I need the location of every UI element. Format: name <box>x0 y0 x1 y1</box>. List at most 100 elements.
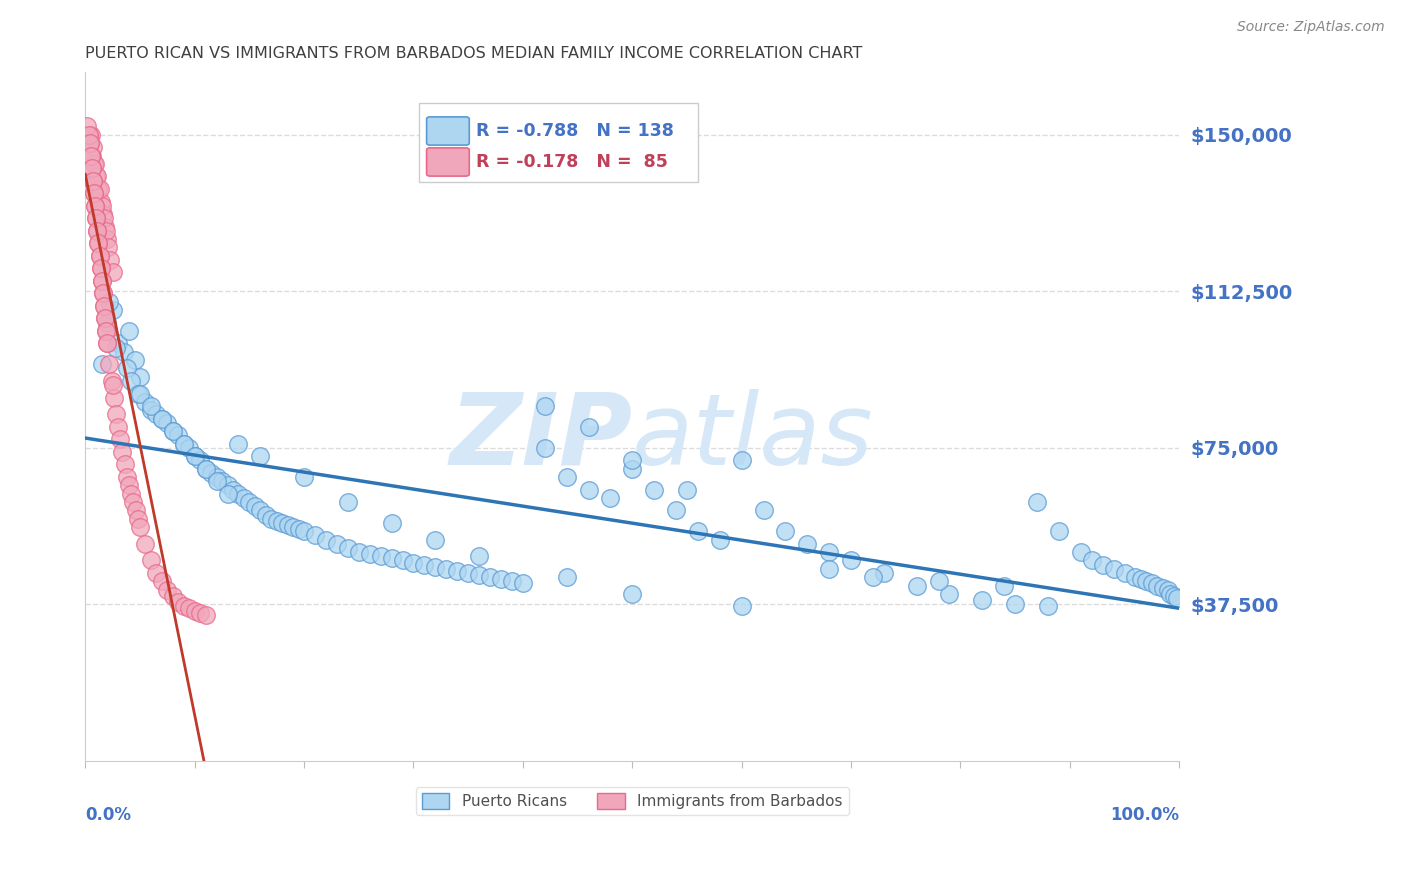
Point <box>194 461 217 475</box>
Point <box>124 503 146 517</box>
Point <box>468 568 491 582</box>
Point <box>578 420 600 434</box>
Point <box>434 562 457 576</box>
Point <box>112 344 135 359</box>
Point <box>84 211 107 226</box>
Point <box>96 336 118 351</box>
Point <box>752 503 775 517</box>
Point <box>676 483 699 497</box>
Point <box>315 533 337 547</box>
Point <box>183 449 205 463</box>
Point <box>107 420 129 434</box>
Point <box>211 474 233 488</box>
Point <box>205 470 228 484</box>
Point <box>145 566 167 580</box>
Point <box>89 249 111 263</box>
Point <box>122 495 145 509</box>
Point <box>84 157 107 171</box>
Text: ZIP: ZIP <box>450 389 633 485</box>
Point <box>96 336 118 351</box>
Point <box>89 182 111 196</box>
Point <box>173 599 195 614</box>
Point <box>277 518 299 533</box>
Point <box>115 470 138 484</box>
Point <box>150 411 173 425</box>
Point <box>90 261 112 276</box>
Point <box>101 303 124 318</box>
Point <box>134 395 156 409</box>
Point <box>87 182 110 196</box>
Point <box>100 374 122 388</box>
Point <box>83 186 105 201</box>
Point <box>457 566 479 580</box>
Point <box>326 537 349 551</box>
Point <box>139 399 162 413</box>
Point <box>80 161 103 175</box>
Legend: Puerto Ricans, Immigrants from Barbados: Puerto Ricans, Immigrants from Barbados <box>416 787 849 815</box>
Point <box>402 556 425 570</box>
Point <box>1163 589 1185 603</box>
Point <box>1004 597 1026 611</box>
Point <box>79 136 101 150</box>
Point <box>111 445 134 459</box>
Point <box>818 545 841 559</box>
Point <box>90 357 112 371</box>
Point <box>188 453 211 467</box>
Point <box>86 169 108 184</box>
Point <box>287 522 309 536</box>
Point <box>79 136 101 150</box>
Point <box>1102 562 1125 576</box>
Point <box>578 483 600 497</box>
Point <box>501 574 523 589</box>
Point <box>775 524 797 539</box>
Point <box>555 570 578 584</box>
Point <box>271 516 294 530</box>
Point <box>188 606 211 620</box>
Point <box>167 595 190 609</box>
Point <box>1125 570 1147 584</box>
Bar <box>419 103 697 182</box>
Point <box>150 574 173 589</box>
Point <box>1157 582 1180 597</box>
Point <box>93 299 115 313</box>
Point <box>665 503 688 517</box>
Point <box>304 528 326 542</box>
Point <box>205 474 228 488</box>
Point <box>370 549 392 564</box>
Point <box>127 512 149 526</box>
Point <box>100 252 122 267</box>
Point <box>217 486 239 500</box>
Point <box>91 286 114 301</box>
Point <box>599 491 621 505</box>
Point <box>446 564 468 578</box>
Point <box>905 578 928 592</box>
Point <box>103 391 125 405</box>
Point <box>101 378 124 392</box>
Point <box>167 428 190 442</box>
Point <box>1135 574 1157 589</box>
Point <box>94 224 117 238</box>
Point <box>249 449 271 463</box>
Point <box>120 374 142 388</box>
Point <box>98 357 121 371</box>
Point <box>77 128 100 142</box>
Point <box>243 500 266 514</box>
Point <box>468 549 491 564</box>
Point <box>139 403 162 417</box>
Point <box>80 128 103 142</box>
Point <box>86 224 108 238</box>
Point <box>96 232 118 246</box>
Point <box>91 207 114 221</box>
Point <box>1129 572 1152 586</box>
Point <box>1070 545 1092 559</box>
Point <box>1166 591 1188 605</box>
Point <box>83 157 105 171</box>
Point <box>730 599 752 614</box>
Point <box>120 486 142 500</box>
Point <box>80 148 103 162</box>
Point <box>129 369 152 384</box>
Point <box>238 495 260 509</box>
Point <box>1036 599 1059 614</box>
Point <box>90 261 112 276</box>
Point <box>90 274 112 288</box>
